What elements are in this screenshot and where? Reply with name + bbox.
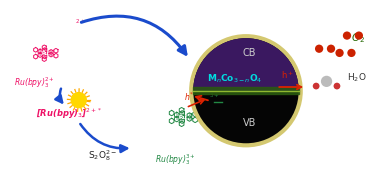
Ellipse shape [71,93,86,108]
Text: H$_2$O: H$_2$O [347,71,367,84]
Text: M$_n$Co$_{3-n}$O$_4$: M$_n$Co$_{3-n}$O$_4$ [207,73,263,85]
Text: N: N [181,111,184,115]
Text: N: N [188,113,191,117]
Ellipse shape [347,49,355,57]
Text: S$_2$O$_8^{2-}$: S$_2$O$_8^{2-}$ [88,148,117,163]
Text: h$^*$: h$^*$ [184,91,195,103]
Text: [Ru(bpy)$_3$]$^{2+*}$: [Ru(bpy)$_3$]$^{2+*}$ [36,107,103,121]
Text: N: N [175,117,178,121]
Text: N: N [50,50,52,54]
Ellipse shape [335,49,344,57]
Ellipse shape [193,38,299,143]
Text: N: N [39,53,41,57]
Text: CB: CB [243,48,256,58]
Text: $^{3+}$: $^{3+}$ [209,92,219,101]
Text: $^{3+}$: $^{3+}$ [211,69,221,78]
Text: N: N [39,49,41,53]
Polygon shape [193,38,299,91]
Text: N: N [188,117,191,121]
Ellipse shape [327,45,335,53]
Text: h$^+$: h$^+$ [281,70,294,81]
Ellipse shape [43,51,47,55]
Text: Ru: Ru [42,51,49,56]
Text: N: N [44,48,46,52]
Text: VB: VB [243,118,256,128]
Text: N: N [175,113,178,117]
Text: O$_2$: O$_2$ [351,31,365,45]
Ellipse shape [189,34,303,147]
Ellipse shape [313,83,320,89]
Text: N: N [44,54,46,58]
Ellipse shape [181,115,185,119]
Ellipse shape [343,31,351,40]
Ellipse shape [355,31,363,40]
Text: Ru(bpy)$_3^{2+}$: Ru(bpy)$_3^{2+}$ [14,75,54,90]
Ellipse shape [315,45,323,53]
Text: Ru: Ru [179,115,187,119]
Text: $^{2+}$: $^{2+}$ [75,18,85,27]
Text: N: N [50,53,52,57]
Text: Ru(bpy)$_3^{3+}$: Ru(bpy)$_3^{3+}$ [155,152,196,167]
Text: N: N [181,119,184,123]
Ellipse shape [333,83,340,89]
Ellipse shape [321,76,332,87]
